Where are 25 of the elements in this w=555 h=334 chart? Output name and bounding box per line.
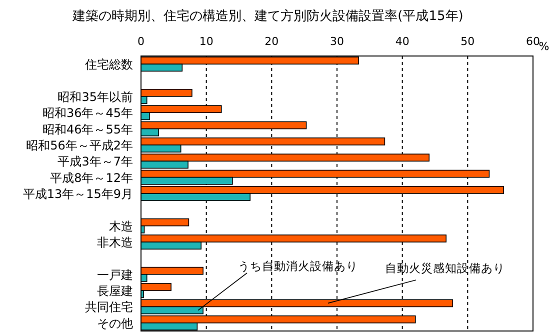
x-tick-label: 50 — [460, 35, 475, 48]
y-tick-label: 昭和46年～55年 — [42, 122, 133, 136]
y-tick-label: 昭和35年以前 — [58, 90, 133, 104]
y-tick-label: 住宅総数 — [84, 58, 133, 72]
x-axis-title: % — [538, 40, 550, 53]
y-tick-label: 一戸建 — [97, 268, 133, 282]
x-tick-label: 20 — [264, 35, 279, 48]
y-tick-label: 非木造 — [97, 236, 133, 250]
chart-title: 建築の時期別、住宅の構造別、建て方別防火設備設置率(平成15年) — [72, 8, 464, 24]
text: うち自動消火設備あり — [238, 259, 358, 273]
x-tick-label: 10 — [199, 35, 214, 48]
y-tick-label: 平成13年～15年9月 — [22, 187, 133, 201]
x-tick-label: 40 — [395, 35, 410, 48]
y-tick-label: 長屋建 — [97, 284, 133, 298]
y-tick-label: 平成3年～7年 — [58, 154, 133, 169]
y-tick-label: 昭和56年～平成2年 — [26, 138, 133, 152]
y-tick-label: 平成8年～12年 — [50, 170, 133, 185]
y-tick-label: 木造 — [109, 219, 133, 234]
y-tick-label: その他 — [97, 316, 133, 330]
x-tick-label: 60 — [526, 35, 540, 48]
x-tick-label: 30 — [330, 35, 344, 48]
x-tick-label: 0 — [138, 35, 144, 48]
series-label: 自動火災感知設備あり — [385, 261, 505, 275]
y-tick-label: 昭和36年～45年 — [42, 106, 133, 120]
y-tick-label: 共同住宅 — [85, 300, 133, 314]
